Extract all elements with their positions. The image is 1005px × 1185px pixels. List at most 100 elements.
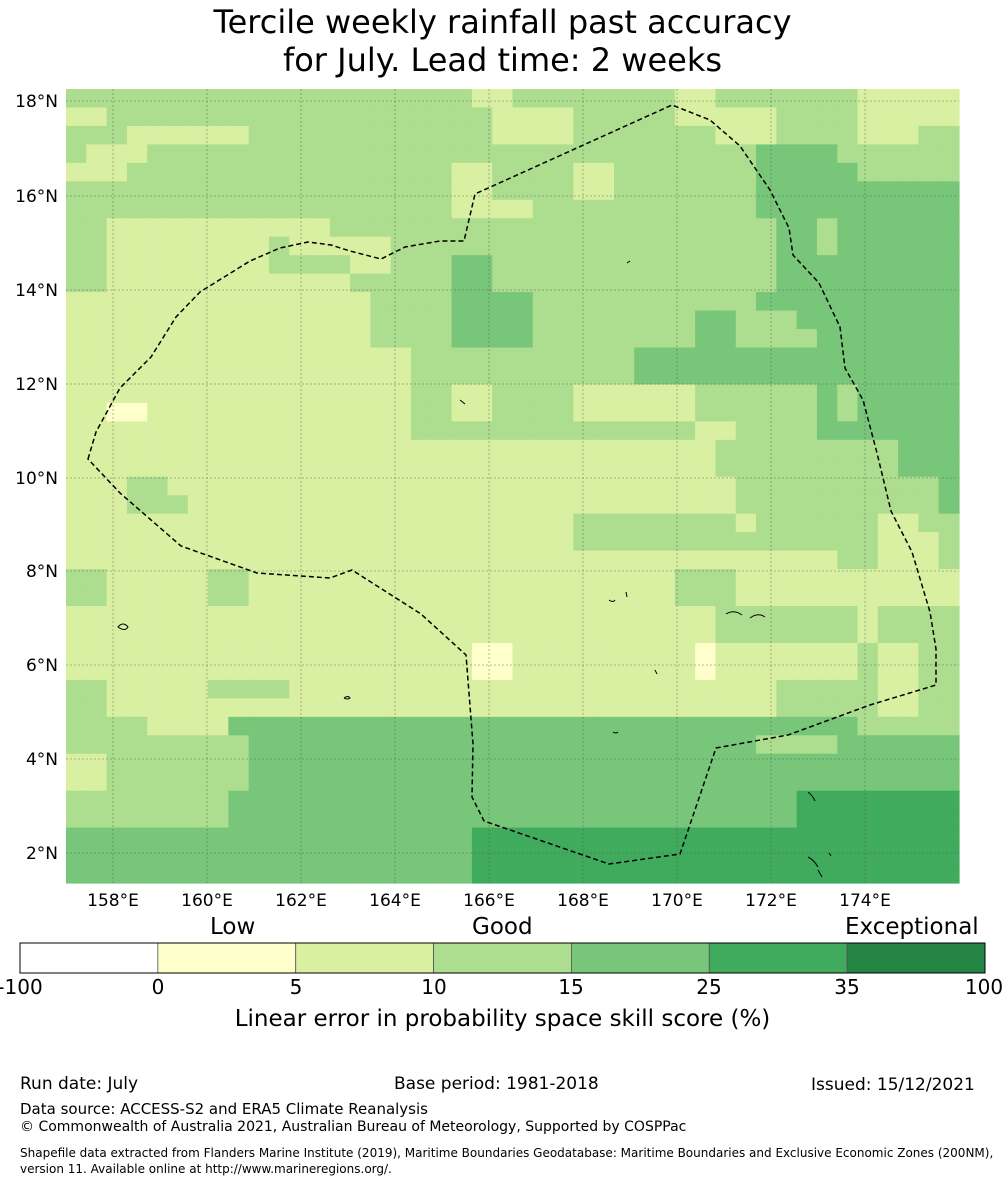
grid-cell [228, 642, 250, 663]
grid-cell [309, 458, 331, 478]
grid-cell [938, 384, 960, 404]
grid-cell [613, 772, 635, 792]
grid-cell [857, 624, 879, 644]
grid-cell [776, 642, 798, 663]
grid-cell [167, 255, 189, 275]
grid-cell [492, 439, 514, 459]
grid-cell [66, 716, 87, 736]
grid-cell [553, 310, 574, 330]
grid-cell [837, 347, 859, 367]
grid-cell [898, 661, 920, 681]
grid-cell [66, 162, 87, 182]
grid-cell [512, 550, 534, 570]
grid-cell [695, 476, 717, 496]
grid-cell [938, 292, 960, 312]
grid-cell [756, 716, 777, 736]
grid-cell [471, 716, 493, 736]
grid-cell [898, 827, 920, 847]
grid-cell [329, 162, 351, 182]
grid-cell [471, 310, 493, 330]
grid-cell [208, 236, 229, 256]
grid-cell [208, 735, 229, 755]
grid-cell [228, 292, 250, 312]
grid-cell [329, 125, 351, 145]
grid-cell [370, 790, 392, 810]
grid-cell [248, 218, 270, 238]
grid-cell [431, 329, 453, 349]
grid-cell [431, 606, 453, 626]
grid-cell [208, 661, 229, 681]
grid-cell [370, 236, 392, 256]
grid-cell [776, 255, 798, 275]
grid-cell [248, 384, 270, 404]
grid-cell [471, 790, 493, 810]
grid-cell [918, 125, 940, 145]
grid-cell [877, 569, 899, 589]
grid-cell [837, 587, 859, 607]
grid-cell [776, 587, 798, 607]
grid-cell [918, 569, 940, 589]
grid-cell [431, 107, 453, 127]
grid-cell [86, 679, 108, 699]
grid-cell [715, 532, 737, 552]
grid-cell [573, 329, 595, 349]
grid-cell [66, 89, 87, 109]
grid-cell [715, 513, 737, 533]
grid-cell [756, 347, 777, 367]
grid-cell [796, 89, 818, 109]
grid-cell [512, 735, 534, 755]
grid-cell [471, 679, 493, 699]
grid-cell [756, 495, 777, 515]
grid-cell [898, 864, 920, 884]
grid-cell [350, 402, 372, 422]
grid-cell [411, 790, 432, 810]
grid-cell [86, 439, 108, 459]
grid-cell [329, 495, 351, 515]
grid-cell [654, 864, 676, 884]
grid-cell [390, 439, 412, 459]
grid-cell [492, 698, 514, 718]
grid-cell [776, 606, 798, 626]
grid-cell [857, 476, 879, 496]
grid-cell [695, 495, 717, 515]
grid-cell [86, 532, 108, 552]
grid-cell [573, 439, 595, 459]
grid-cell [86, 624, 108, 644]
grid-cell [918, 753, 940, 773]
latitude-labels: 18°N16°N14°N12°N10°N8°N6°N4°N2°N [15, 92, 58, 864]
grid-cell [309, 753, 331, 773]
grid-cell [106, 864, 128, 884]
grid-cell [715, 809, 737, 829]
grid-cell [674, 292, 696, 312]
grid-cell [329, 753, 351, 773]
grid-cell [248, 809, 270, 829]
colorbar-segment [157, 942, 297, 974]
grid-cell [756, 827, 777, 847]
grid-cell [147, 125, 169, 145]
grid-cell [532, 402, 554, 422]
grid-cell [350, 347, 372, 367]
grid-cell [329, 144, 351, 164]
grid-cell [593, 698, 615, 718]
grid-cell [857, 661, 879, 681]
grid-cell [573, 772, 595, 792]
grid-cell [593, 606, 615, 626]
grid-cell [167, 864, 189, 884]
grid-cell [350, 864, 372, 884]
latitude-label: 18°N [15, 92, 58, 112]
grid-cell [877, 790, 899, 810]
grid-cell [756, 661, 777, 681]
grid-cell [167, 181, 189, 201]
grid-cell [573, 846, 595, 866]
grid-cell [329, 827, 351, 847]
grid-cell [654, 439, 676, 459]
grid-cell [268, 772, 290, 792]
grid-cell [147, 753, 169, 773]
grid-cell [390, 476, 412, 496]
grid-cell [553, 255, 574, 275]
grid-cell [208, 846, 229, 866]
grid-cell [695, 439, 717, 459]
grid-cell [309, 125, 331, 145]
grid-cell [106, 550, 128, 570]
grid-cell [167, 144, 189, 164]
